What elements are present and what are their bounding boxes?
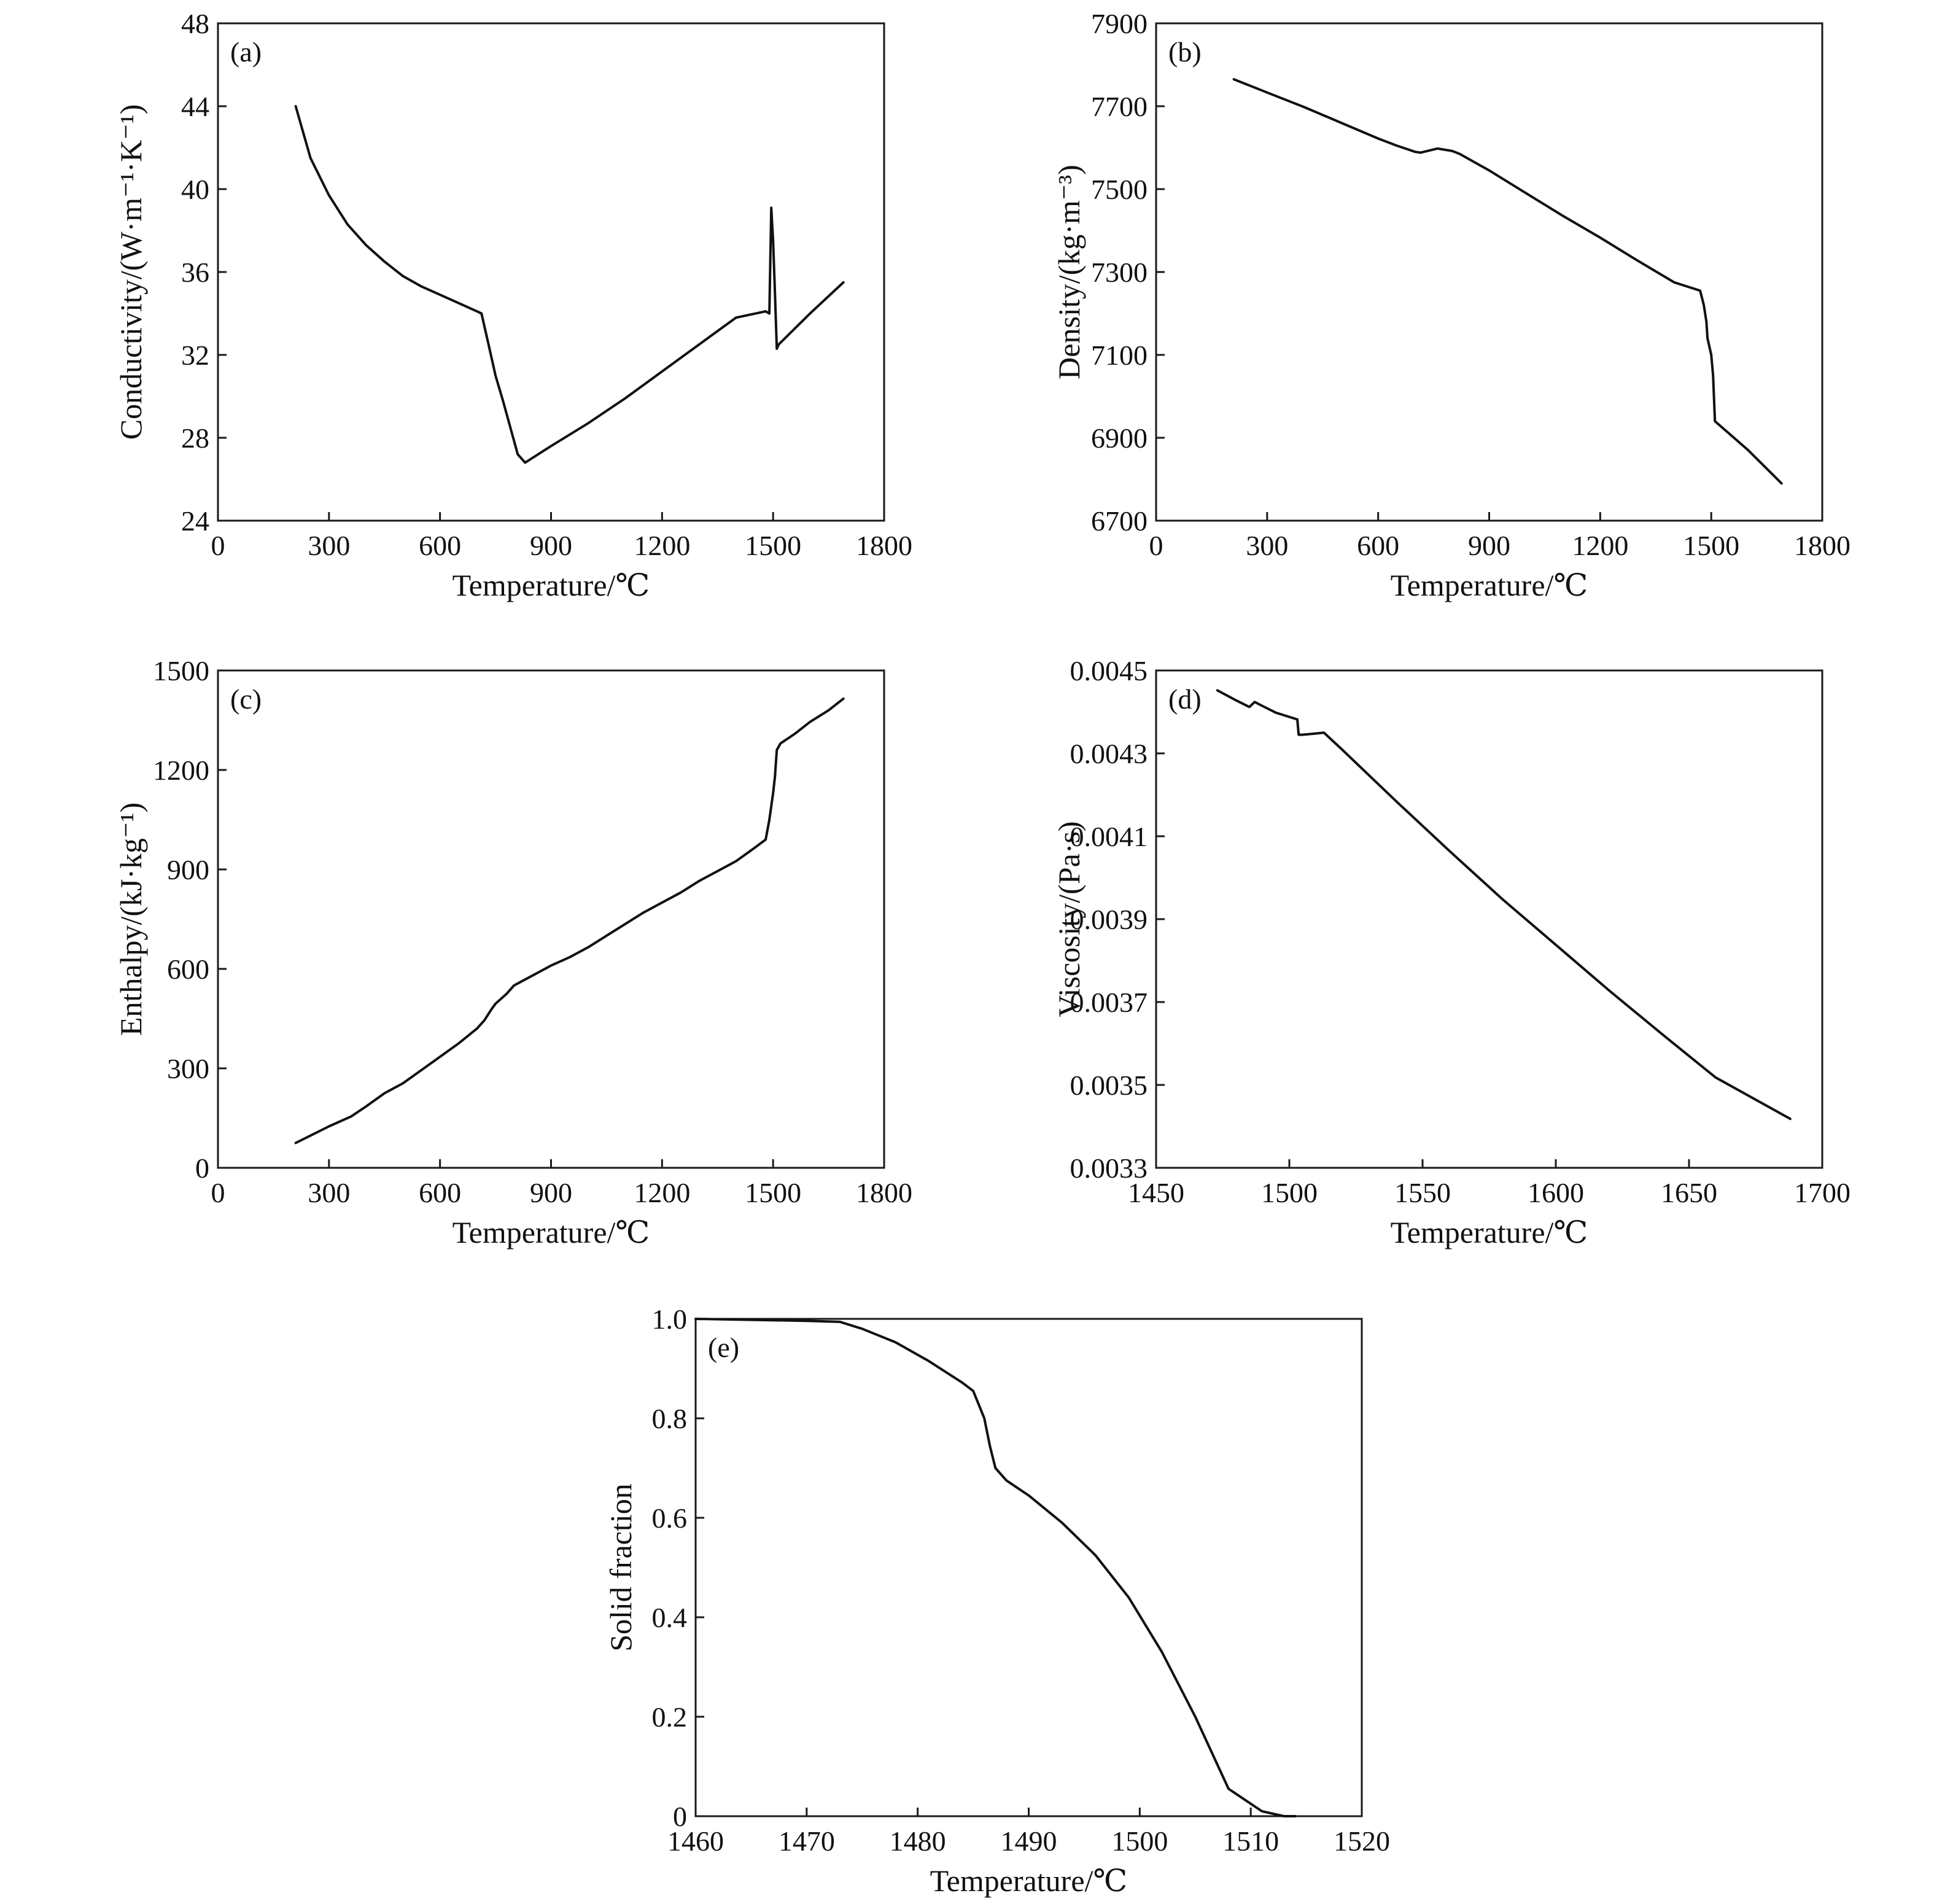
x-tick-label: 600 xyxy=(1357,530,1399,561)
chart-panel-c: 0 300 600 900 1200 1500 1800 0 300 600 900 1200 1500… xyxy=(114,655,912,1249)
x-tick-label: 1500 xyxy=(1111,1825,1168,1857)
x-tick-label: 1450 xyxy=(1128,1177,1184,1208)
data-line xyxy=(294,697,845,1144)
panel-label: (a) xyxy=(230,36,262,68)
y-tick-label: 1.0 xyxy=(652,1304,688,1335)
y-tick-label: 6900 xyxy=(1091,422,1148,454)
x-tick-label: 0 xyxy=(211,1177,225,1208)
y-tick-label: 900 xyxy=(167,854,209,885)
y-tick-label: 44 xyxy=(181,91,209,122)
chart-panel-d: 1450 1500 1550 1600 1650 1700 0.0033 0.0035 0.00… xyxy=(1052,655,1851,1249)
plot-frame xyxy=(1155,22,1823,522)
y-tick-label: 24 xyxy=(181,505,209,537)
y-tick-label: 7300 xyxy=(1091,257,1148,288)
y-tick-label: 7700 xyxy=(1091,91,1148,122)
x-tick-label: 300 xyxy=(1246,530,1288,561)
data-line xyxy=(294,105,845,464)
x-tick-label: 1500 xyxy=(745,530,801,561)
y-tick-label: 32 xyxy=(181,340,209,371)
panel-label: (b) xyxy=(1168,36,1202,68)
y-tick-label: 0 xyxy=(195,1152,209,1184)
plot-frame xyxy=(1155,669,1823,1169)
x-tick-label: 0 xyxy=(211,530,225,561)
x-tick-label: 1800 xyxy=(1794,530,1851,561)
x-tick-label: 1490 xyxy=(1001,1825,1057,1857)
x-tick-label: 0 xyxy=(1149,530,1163,561)
x-tick-label: 1700 xyxy=(1794,1177,1851,1208)
y-tick-label: 0.0041 xyxy=(1070,821,1148,852)
x-tick-label: 1500 xyxy=(1683,530,1739,561)
y-tick-label: 7100 xyxy=(1091,340,1148,371)
y-axis-label: Density/(kg·m⁻³) xyxy=(1052,165,1086,379)
x-tick-label: 1200 xyxy=(634,1177,690,1208)
y-axis-label: Enthalpy/(kJ·kg⁻¹) xyxy=(114,802,148,1036)
x-tick-label: 1800 xyxy=(856,530,912,561)
data-line xyxy=(1216,689,1792,1121)
x-tick-label: 900 xyxy=(530,530,572,561)
x-tick-label: 1520 xyxy=(1334,1825,1390,1857)
x-axis-label: Temperature/℃ xyxy=(452,568,650,602)
y-tick-label: 0.0035 xyxy=(1070,1070,1148,1101)
y-tick-label: 28 xyxy=(181,422,209,454)
plot-frame xyxy=(694,1318,1363,1817)
x-tick-label: 1800 xyxy=(856,1177,912,1208)
panel-label: (c) xyxy=(230,683,262,715)
x-axis-label: Temperature/℃ xyxy=(1391,1215,1588,1249)
y-tick-label: 0.0043 xyxy=(1070,738,1148,769)
x-tick-label: 1650 xyxy=(1661,1177,1717,1208)
y-tick-label: 40 xyxy=(181,174,209,205)
plot-frame xyxy=(217,669,885,1169)
x-tick-label: 1460 xyxy=(667,1825,724,1857)
data-line xyxy=(1232,78,1783,485)
x-tick-label: 900 xyxy=(530,1177,572,1208)
x-axis-label: Temperature/℃ xyxy=(452,1215,650,1249)
y-tick-label: 0.8 xyxy=(652,1403,688,1434)
y-tick-label: 0.0045 xyxy=(1070,655,1148,686)
y-tick-label: 0.4 xyxy=(652,1602,688,1633)
y-axis-label: Viscosity/(Pa·s) xyxy=(1052,821,1086,1017)
panel-label: (e) xyxy=(708,1332,739,1363)
chart-panel-e: 1460 1470 1480 1490 1500 1510 1520 0 0.2 0.4 0.6 0.… xyxy=(604,1304,1390,1898)
x-tick-label: 1500 xyxy=(1261,1177,1318,1208)
x-tick-label: 900 xyxy=(1468,530,1510,561)
x-tick-label: 300 xyxy=(308,1177,350,1208)
y-axis-label: Conductivity/(W·m⁻¹·K⁻¹) xyxy=(114,104,148,440)
x-axis-label: Temperature/℃ xyxy=(1391,568,1588,602)
y-axis-label: Solid fraction xyxy=(604,1483,638,1652)
x-tick-label: 1550 xyxy=(1394,1177,1451,1208)
x-tick-label: 1470 xyxy=(779,1825,835,1857)
x-tick-label: 600 xyxy=(419,1177,461,1208)
x-tick-label: 1600 xyxy=(1528,1177,1584,1208)
y-tick-label: 0.0039 xyxy=(1070,904,1148,935)
panel-label: (d) xyxy=(1168,683,1202,715)
y-tick-label: 48 xyxy=(181,8,209,39)
x-tick-label: 1510 xyxy=(1222,1825,1279,1857)
x-tick-label: 1480 xyxy=(890,1825,946,1857)
x-axis-label: Temperature/℃ xyxy=(930,1863,1128,1898)
y-tick-label: 7500 xyxy=(1091,174,1148,205)
y-tick-label: 0.6 xyxy=(652,1502,688,1534)
chart-panel-b: 0 300 600 900 1200 1500 1800 6700 6900 7100 7300 75… xyxy=(1052,8,1851,602)
chart-panel-a: 0 300 600 900 1200 1500 1800 24 28 32 36 40 44 48 Temp… xyxy=(114,8,912,602)
data-line xyxy=(694,1318,1297,1817)
x-tick-label: 600 xyxy=(419,530,461,561)
y-tick-label: 300 xyxy=(167,1053,209,1084)
x-tick-label: 1200 xyxy=(1572,530,1628,561)
y-tick-label: 0.0037 xyxy=(1070,987,1148,1018)
y-tick-label: 6700 xyxy=(1091,505,1148,537)
x-tick-label: 300 xyxy=(308,530,350,561)
y-tick-label: 0.2 xyxy=(652,1701,688,1733)
x-tick-label: 1200 xyxy=(634,530,690,561)
y-tick-label: 600 xyxy=(167,954,209,985)
y-tick-label: 1200 xyxy=(153,755,209,786)
x-tick-label: 1500 xyxy=(745,1177,801,1208)
y-tick-label: 0 xyxy=(673,1801,687,1832)
y-tick-label: 36 xyxy=(181,257,209,288)
y-tick-label: 7900 xyxy=(1091,8,1148,39)
y-tick-label: 0.0033 xyxy=(1070,1152,1148,1184)
y-tick-label: 1500 xyxy=(153,655,209,686)
